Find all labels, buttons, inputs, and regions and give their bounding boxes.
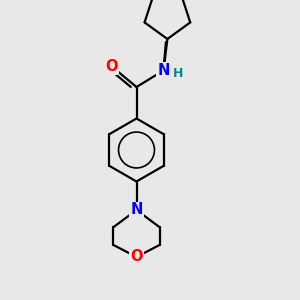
Text: O: O: [130, 250, 143, 265]
Text: O: O: [106, 59, 118, 74]
Text: H: H: [173, 67, 184, 80]
Text: N: N: [157, 63, 170, 78]
Text: N: N: [130, 202, 143, 217]
